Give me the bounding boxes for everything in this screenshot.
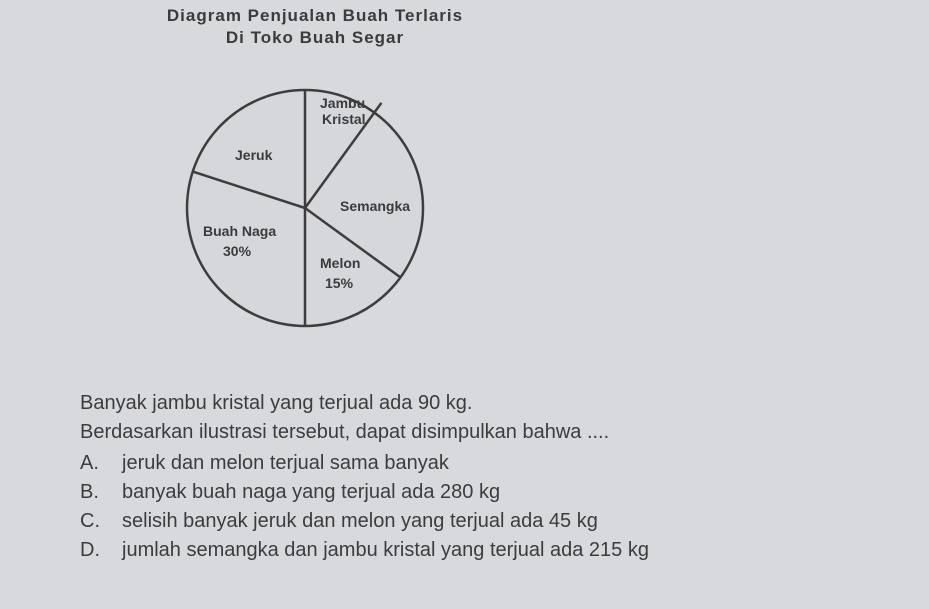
answer-option: B. banyak buah naga yang terjual ada 280…	[80, 479, 840, 506]
slice-percent: 15%	[325, 275, 354, 291]
option-letter: C.	[80, 508, 104, 535]
slice-label-kristal: Kristal	[322, 111, 366, 127]
question-stem: Berdasarkan ilustrasi tersebut, dapat di…	[80, 419, 840, 446]
slice-percent: 30%	[223, 243, 252, 259]
answer-option: C. selisih banyak jeruk dan melon yang t…	[80, 508, 840, 535]
answer-option: A. jeruk dan melon terjual sama banyak	[80, 450, 840, 477]
pie-chart-svg: JambuKristal Semangka Melon 15% Buah Naga 30%…	[165, 68, 465, 358]
option-letter: A.	[80, 450, 104, 477]
pie-chart: JambuKristal Semangka Melon 15% Buah Naga 30%…	[165, 68, 445, 348]
option-text: jeruk dan melon terjual sama banyak	[122, 450, 449, 477]
chart-title-block: Diagram Penjualan Buah Terlaris Di Toko …	[105, 6, 525, 48]
option-text: selisih banyak jeruk dan melon yang terj…	[122, 508, 598, 535]
slice-label-jambu: Jambu	[320, 95, 365, 111]
slice-label: Semangka	[340, 198, 410, 214]
answer-options: A. jeruk dan melon terjual sama banyak B…	[80, 450, 840, 564]
question-premise: Banyak jambu kristal yang terjual ada 90…	[80, 390, 840, 417]
option-text: banyak buah naga yang terjual ada 280 kg	[122, 479, 500, 506]
slice-label: Buah Naga	[203, 223, 276, 239]
chart-title-line2: Di Toko Buah Segar	[105, 28, 525, 48]
option-letter: D.	[80, 537, 104, 564]
question-block: Banyak jambu kristal yang terjual ada 90…	[80, 390, 840, 564]
option-letter: B.	[80, 479, 104, 506]
slice-label: Melon	[320, 255, 360, 271]
slice-label: Jeruk	[235, 147, 273, 163]
chart-title-line1: Diagram Penjualan Buah Terlaris	[105, 6, 525, 26]
option-text: jumlah semangka dan jambu kristal yang t…	[122, 537, 649, 564]
answer-option: D. jumlah semangka dan jambu kristal yan…	[80, 537, 840, 564]
